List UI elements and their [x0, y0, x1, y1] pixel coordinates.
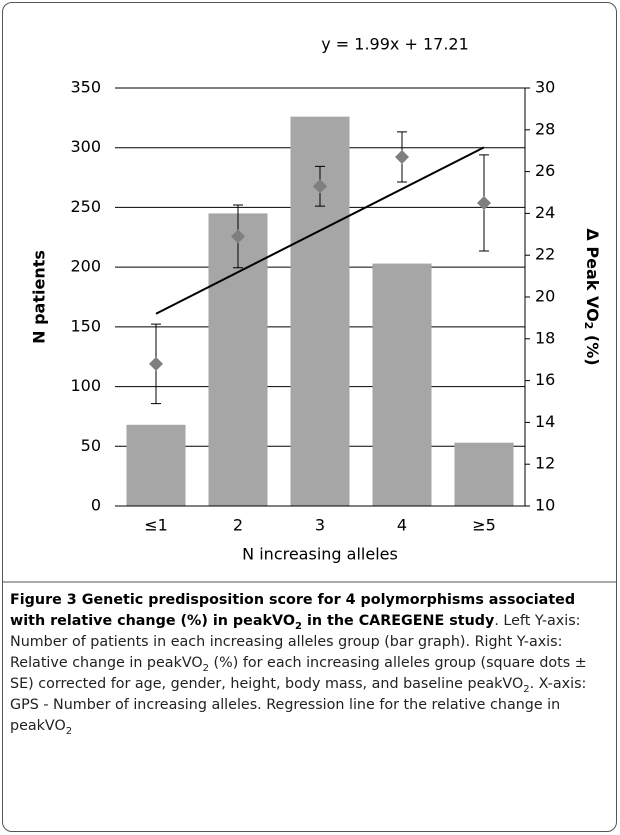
data-point: [395, 149, 409, 164]
y-tick-label: 200: [70, 257, 101, 276]
y-tick-label: 50: [81, 436, 101, 455]
y2-label-part: (%): [584, 329, 603, 365]
trendline: [155, 146, 485, 315]
caption-text: Figure 3 Genetic predisposition score fo…: [10, 592, 576, 629]
caption-title: Figure 3 Genetic predisposition score fo…: [10, 592, 576, 632]
y2-tick-label: 24: [535, 203, 555, 222]
caption-sub: 2: [65, 725, 73, 737]
y-tick-label: 150: [70, 316, 101, 335]
y2-tick-label: 28: [535, 119, 555, 138]
y2-tick-label: 18: [535, 328, 555, 347]
bar: [126, 424, 186, 506]
y2-tick-label: 22: [535, 245, 555, 264]
x-axis-label: N increasing alleles: [242, 545, 398, 564]
x-tick-label: 2: [233, 516, 243, 535]
caption-text: (%) for each increasing alleles group (s…: [10, 655, 587, 692]
bar: [372, 263, 432, 506]
caption-text: in the CAREGENE study: [301, 613, 495, 629]
y2-axis-label: Δ Peak VO2 (%): [582, 228, 603, 365]
caption-sub: 2: [523, 683, 530, 695]
caption-sub: 2: [202, 662, 210, 674]
y-tick-label: 250: [70, 197, 101, 216]
data-point: [149, 356, 163, 371]
y2-tick-label: 20: [535, 287, 555, 306]
trendline-equation: y = 1.99x + 17.21: [321, 35, 469, 54]
bar: [454, 442, 514, 506]
y-axis-label: N patients: [30, 250, 49, 344]
caption-text: . X-axis: GPS - Number of increasing all…: [10, 676, 587, 734]
data-point: [231, 229, 245, 244]
x-tick-label: 4: [397, 516, 407, 535]
data-point: [313, 179, 327, 194]
y2-tick-label: 26: [535, 161, 555, 180]
caption-text: . Left Y-axis: Number of patients in eac…: [10, 613, 581, 671]
y2-label-part: Δ Peak VO: [584, 228, 603, 321]
y-tick-label: 0: [91, 496, 101, 515]
caption-sub: 2: [295, 620, 302, 632]
x-tick-label: ≤1: [144, 516, 168, 535]
x-tick-label: 3: [315, 516, 325, 535]
chart: N patients Δ Peak VO2 (%) N increasing a…: [3, 35, 616, 583]
y2-tick-label: 30: [535, 78, 555, 97]
y-tick-label: 350: [70, 78, 101, 97]
y2-label-sub: 2: [582, 322, 595, 330]
caption: Figure 3 Genetic predisposition score fo…: [10, 590, 610, 737]
y2-tick-label: 10: [535, 496, 555, 515]
y-tick-label: 100: [70, 376, 101, 395]
y2-tick-label: 12: [535, 454, 555, 473]
data-point: [477, 195, 491, 210]
y2-tick-label: 14: [535, 412, 555, 431]
y-tick-label: 300: [70, 137, 101, 156]
y2-tick-label: 16: [535, 370, 555, 389]
x-tick-label: ≥5: [472, 516, 496, 535]
